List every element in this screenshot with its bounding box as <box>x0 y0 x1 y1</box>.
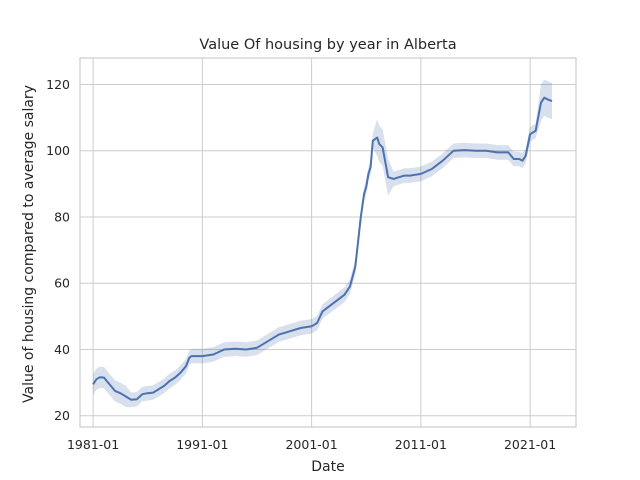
y-axis: 20 40 60 80 100 120 <box>46 77 70 423</box>
x-axis-label: Date <box>311 459 344 475</box>
x-tick-label: 2021-01 <box>504 437 556 452</box>
x-tick-label: 2001-01 <box>285 437 337 452</box>
confidence-band <box>93 79 552 408</box>
y-tick-label: 20 <box>54 408 70 423</box>
grid <box>80 58 576 427</box>
y-tick-label: 80 <box>54 209 70 224</box>
plot-frame <box>79 57 577 428</box>
chart-title: Value Of housing by year in Alberta <box>199 37 456 53</box>
x-tick-label: 1981-01 <box>67 437 119 452</box>
x-tick-label: 1991-01 <box>176 437 228 452</box>
y-tick-label: 40 <box>54 342 70 357</box>
y-tick-label: 60 <box>54 276 70 291</box>
y-tick-label: 100 <box>46 143 70 158</box>
series-line <box>92 96 553 401</box>
x-axis: 1981-01 1991-01 2001-01 2011-01 2021-01 <box>67 437 556 452</box>
x-tick-label: 2011-01 <box>395 437 447 452</box>
y-axis-label: Value of housing compared to average sal… <box>21 85 37 403</box>
y-tick-label: 120 <box>46 77 70 92</box>
